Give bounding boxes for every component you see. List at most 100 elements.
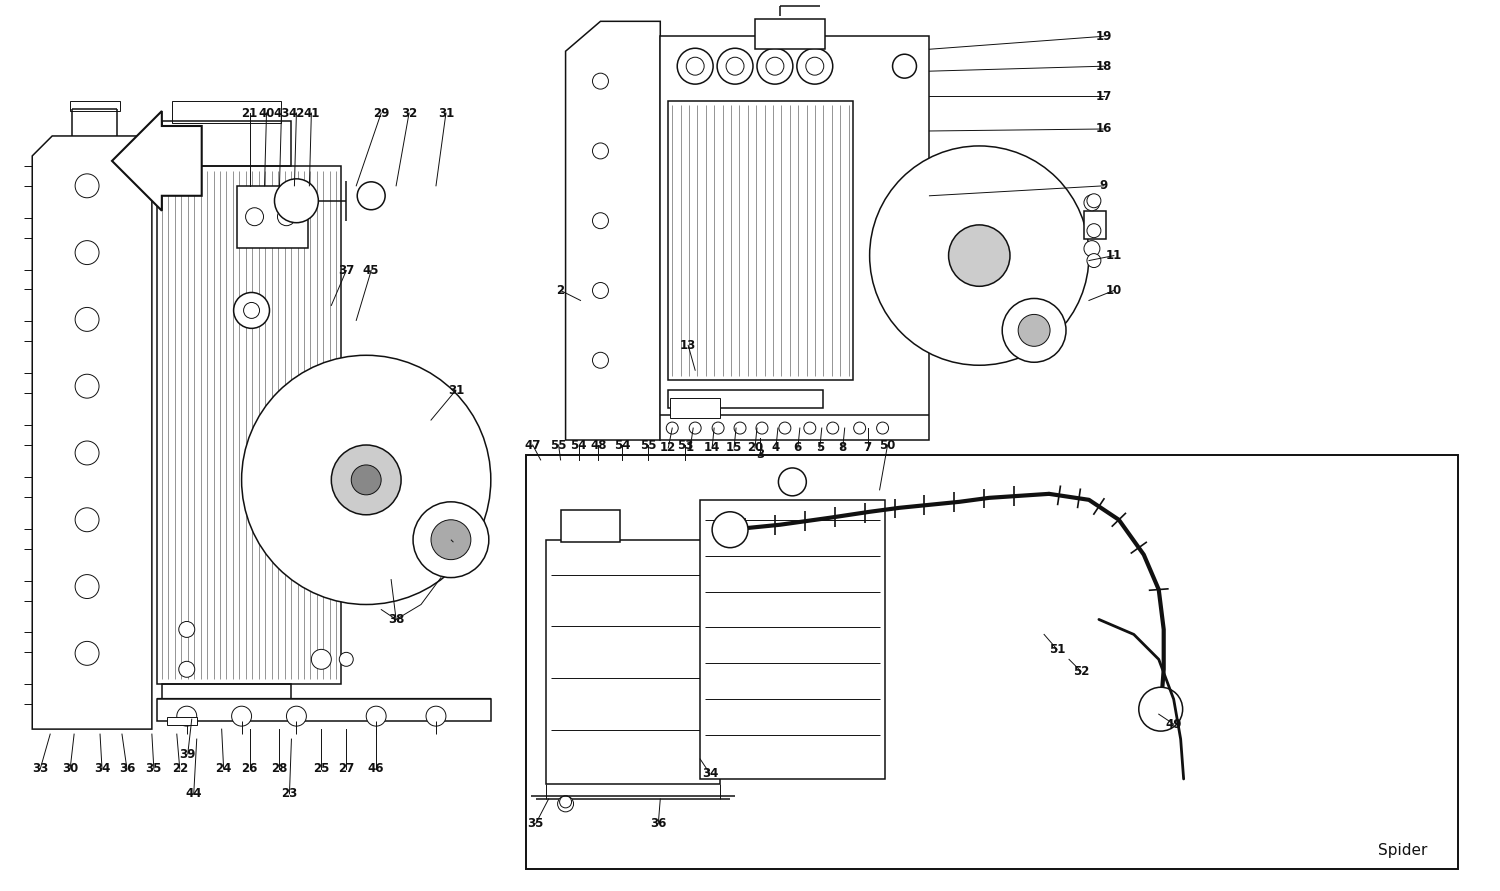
Text: 15: 15: [726, 442, 742, 454]
Circle shape: [666, 422, 678, 434]
Circle shape: [758, 48, 794, 84]
Text: 11: 11: [1106, 249, 1122, 262]
Circle shape: [592, 143, 609, 159]
Circle shape: [778, 422, 790, 434]
Circle shape: [892, 54, 916, 78]
Circle shape: [1019, 315, 1050, 347]
Text: 35: 35: [146, 763, 162, 775]
Circle shape: [332, 445, 400, 515]
Text: 51: 51: [1048, 643, 1065, 656]
Circle shape: [688, 422, 700, 434]
Text: 17: 17: [1096, 90, 1112, 102]
Text: 23: 23: [282, 788, 297, 800]
Text: 22: 22: [171, 763, 188, 775]
Polygon shape: [384, 431, 465, 455]
Circle shape: [1084, 241, 1100, 257]
Circle shape: [178, 661, 195, 677]
Text: 10: 10: [1106, 284, 1122, 297]
Circle shape: [876, 422, 888, 434]
Circle shape: [560, 796, 572, 808]
Bar: [561, 510, 621, 542]
Circle shape: [242, 356, 490, 604]
Text: 35: 35: [528, 817, 544, 830]
Text: 33: 33: [32, 763, 48, 775]
Text: 19: 19: [1095, 29, 1112, 43]
Circle shape: [75, 307, 99, 331]
Bar: [237, 186, 309, 248]
Polygon shape: [264, 460, 338, 499]
Text: 34: 34: [94, 763, 110, 775]
Circle shape: [676, 48, 712, 84]
Circle shape: [712, 511, 748, 548]
Text: 8: 8: [839, 442, 848, 454]
Circle shape: [339, 652, 352, 666]
Text: 39: 39: [180, 748, 196, 761]
Circle shape: [1088, 224, 1101, 238]
Polygon shape: [1002, 233, 1066, 252]
Circle shape: [274, 179, 318, 223]
Polygon shape: [566, 21, 660, 440]
Bar: [172, 101, 282, 123]
Polygon shape: [112, 111, 201, 211]
Circle shape: [717, 48, 753, 84]
Circle shape: [286, 707, 306, 726]
Bar: [754, 20, 825, 49]
Circle shape: [756, 422, 768, 434]
Text: 36: 36: [650, 817, 666, 830]
Polygon shape: [288, 512, 363, 562]
Text: 38: 38: [388, 613, 405, 626]
Text: 27: 27: [338, 763, 354, 775]
Circle shape: [366, 707, 386, 726]
Circle shape: [734, 422, 746, 434]
Circle shape: [804, 422, 816, 434]
Text: 53: 53: [676, 438, 693, 452]
Text: 29: 29: [374, 107, 390, 119]
Circle shape: [351, 465, 381, 495]
Text: 31: 31: [448, 384, 464, 396]
Circle shape: [592, 73, 609, 89]
Text: 6: 6: [794, 442, 802, 454]
Text: 25: 25: [314, 763, 330, 775]
Text: 52: 52: [1072, 665, 1089, 678]
Circle shape: [430, 519, 471, 560]
Circle shape: [75, 241, 99, 265]
Text: 47: 47: [525, 438, 542, 452]
Bar: [660, 37, 930, 440]
Bar: [700, 500, 885, 779]
Circle shape: [234, 292, 270, 329]
Polygon shape: [963, 282, 994, 343]
Text: 26: 26: [242, 763, 258, 775]
Polygon shape: [298, 389, 338, 469]
Bar: [525, 455, 1458, 869]
Circle shape: [1088, 193, 1101, 208]
Text: 13: 13: [680, 339, 696, 352]
Bar: [670, 398, 720, 418]
Text: 20: 20: [747, 442, 764, 454]
Text: 7: 7: [864, 442, 871, 454]
Circle shape: [806, 57, 824, 75]
Text: 2: 2: [556, 284, 564, 297]
Bar: [162, 684, 291, 719]
Text: 43: 43: [273, 107, 290, 119]
Circle shape: [1002, 298, 1066, 363]
Text: 40: 40: [258, 107, 274, 119]
Circle shape: [796, 48, 832, 84]
Bar: [669, 101, 852, 380]
Circle shape: [75, 642, 99, 666]
Text: 21: 21: [242, 107, 258, 119]
Circle shape: [426, 707, 445, 726]
Text: 30: 30: [62, 763, 78, 775]
Circle shape: [243, 302, 260, 318]
Polygon shape: [939, 171, 958, 238]
Text: 5: 5: [816, 442, 824, 454]
Circle shape: [1138, 687, 1182, 732]
Bar: [546, 540, 720, 784]
Text: 12: 12: [660, 442, 676, 454]
Circle shape: [592, 352, 609, 368]
Polygon shape: [892, 220, 950, 265]
Circle shape: [853, 422, 865, 434]
Circle shape: [558, 796, 573, 812]
Bar: [162, 121, 291, 166]
Text: 3: 3: [756, 448, 764, 462]
Text: 31: 31: [438, 107, 454, 119]
